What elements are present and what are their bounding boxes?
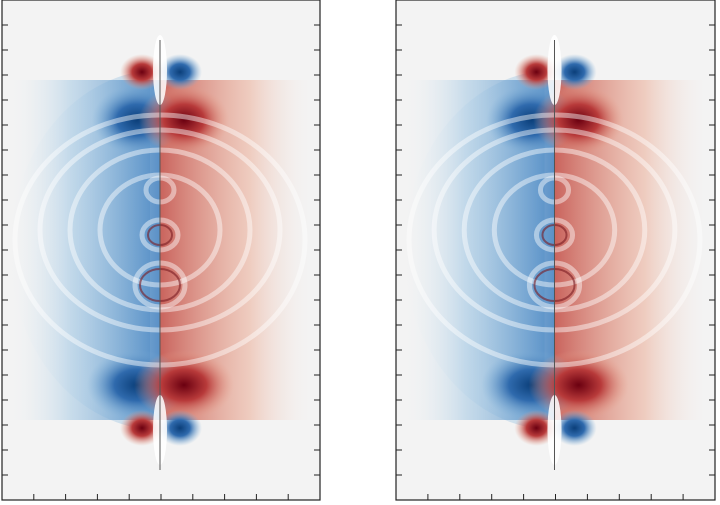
tick-marks xyxy=(2,24,715,500)
left-panel xyxy=(1,0,321,501)
right-panel xyxy=(395,0,716,501)
